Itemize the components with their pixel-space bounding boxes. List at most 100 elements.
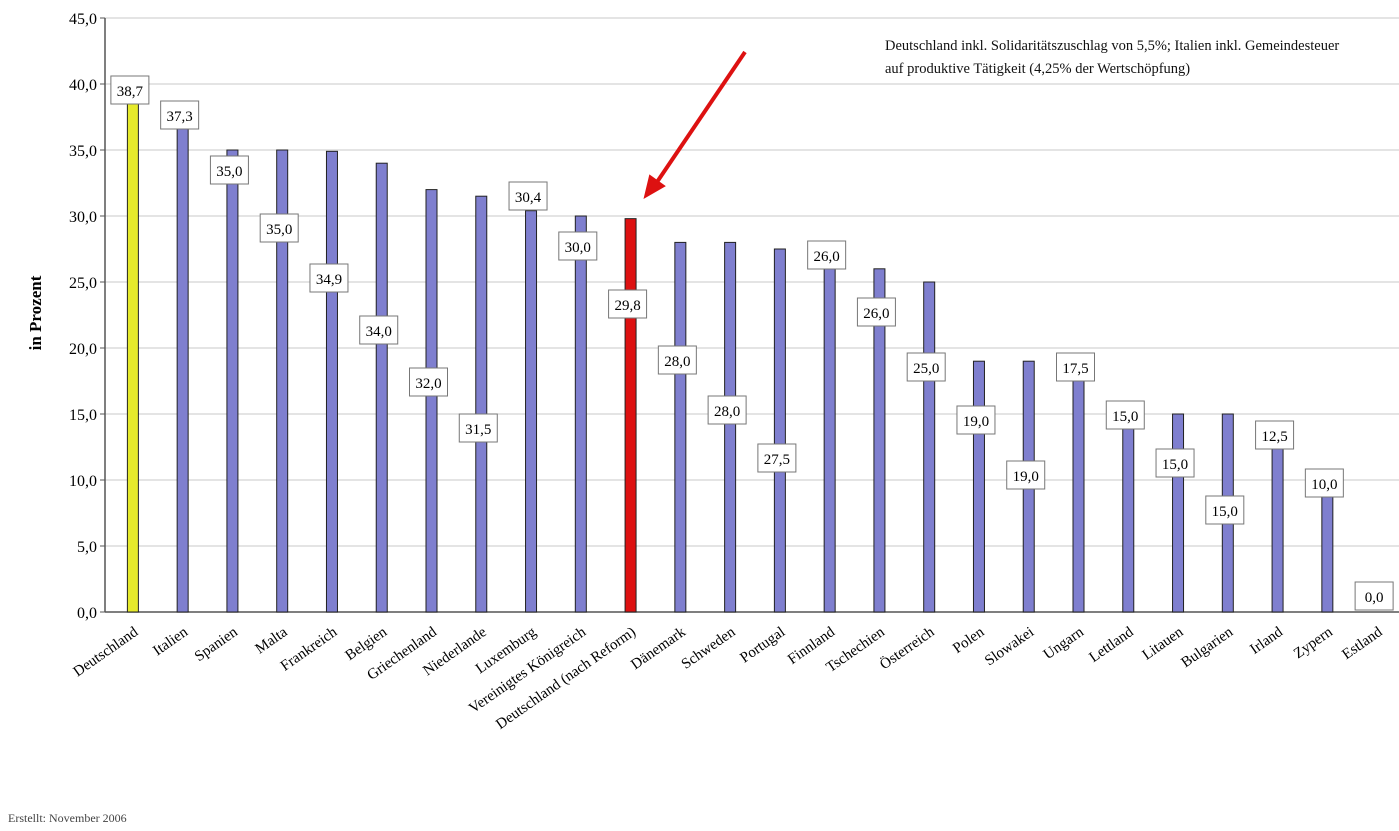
data-label: 27,5 — [757, 443, 797, 473]
data-label-text: 27,5 — [764, 452, 790, 468]
data-label-text: 26,0 — [863, 306, 889, 322]
data-label: 34,9 — [309, 263, 349, 293]
x-category-label: Estland — [1339, 624, 1385, 663]
bar — [923, 281, 936, 613]
data-label: 17,5 — [1056, 352, 1095, 382]
data-label-box — [956, 405, 996, 435]
data-label-text: 30,0 — [565, 240, 591, 256]
data-label-text: 15,0 — [1162, 457, 1188, 473]
bar — [425, 189, 438, 613]
bar — [276, 149, 289, 613]
data-label: 12,5 — [1255, 420, 1295, 450]
data-label-text: 35,0 — [266, 222, 292, 238]
data-label-box — [409, 367, 448, 397]
data-label-text: 15,0 — [1112, 409, 1138, 425]
data-label-box — [1056, 352, 1095, 382]
data-label: 32,0 — [409, 367, 448, 397]
y-tick-label: 0,0 — [77, 605, 97, 622]
y-tick-label: 15,0 — [69, 407, 97, 424]
data-label: 28,0 — [707, 395, 747, 425]
y-tick-label: 35,0 — [69, 143, 97, 160]
y-axis-label: in Prozent — [26, 275, 45, 350]
data-label-text: 31,5 — [465, 422, 491, 438]
data-label-box — [1205, 495, 1245, 525]
bar — [724, 241, 737, 613]
data-label-text: 0,0 — [1365, 590, 1384, 606]
chart-annotation: Deutschland inkl. Solidaritätszuschlag v… — [885, 38, 1340, 77]
data-label: 28,0 — [657, 345, 697, 375]
data-label-box — [209, 155, 249, 185]
x-category-label: Malta — [253, 624, 291, 657]
data-label-box — [1006, 460, 1046, 490]
bar — [823, 268, 836, 613]
bar — [1172, 413, 1185, 613]
data-label-box — [309, 263, 349, 293]
bar — [574, 215, 587, 613]
data-label: 34,0 — [359, 315, 399, 345]
data-label: 15,0 — [1105, 400, 1145, 430]
data-label: 26,0 — [856, 297, 896, 327]
data-label-box — [1105, 400, 1145, 430]
bars — [126, 100, 1334, 613]
data-label-text: 25,0 — [913, 361, 939, 377]
data-label-box — [458, 413, 498, 443]
data-label: 35,0 — [209, 155, 249, 185]
data-label: 26,0 — [807, 240, 847, 270]
bar — [1271, 446, 1284, 613]
bar — [126, 100, 139, 613]
data-labels: 38,7 37,3 35,0 35,0 34,9 34,0 32,0 31,5 30,4 30,0… — [110, 75, 1394, 611]
data-label-text: 12,5 — [1261, 429, 1287, 445]
data-label: 37,3 — [160, 100, 200, 130]
data-label: 30,4 — [508, 181, 548, 211]
data-label-text: 35,0 — [216, 164, 242, 180]
data-label-text: 19,0 — [1013, 469, 1039, 485]
bar — [1321, 479, 1334, 613]
x-category-label: Deutschland — [71, 624, 142, 680]
bar — [674, 241, 687, 613]
data-label-box — [757, 443, 797, 473]
x-category-label: Lettland — [1086, 624, 1137, 666]
x-category-label: Zypern — [1291, 624, 1336, 662]
y-tick-label: 40,0 — [69, 77, 97, 94]
data-label-text: 30,4 — [515, 190, 542, 206]
y-tick-label: 10,0 — [69, 473, 97, 490]
bar — [972, 360, 985, 613]
bar — [1122, 413, 1135, 613]
data-label-text: 28,0 — [714, 404, 740, 420]
data-label-box — [558, 231, 598, 261]
y-tick-label: 25,0 — [69, 275, 97, 292]
bar — [873, 268, 886, 613]
data-label-text: 15,0 — [1212, 504, 1238, 520]
data-label-box — [259, 213, 299, 243]
x-category-label: Portugal — [737, 624, 788, 666]
data-label-text: 19,0 — [963, 414, 989, 430]
data-label-text: 34,0 — [366, 324, 392, 340]
data-label-box — [1304, 468, 1344, 498]
data-label-text: 34,9 — [316, 272, 342, 288]
footer-note: Erstellt: November 2006 — [8, 811, 127, 825]
y-tick-label: 30,0 — [69, 209, 97, 226]
data-label: 19,0 — [1006, 460, 1046, 490]
data-label: 30,0 — [558, 231, 598, 261]
data-label-text: 37,3 — [167, 109, 193, 125]
bar — [176, 119, 189, 613]
x-category-label: Schweden — [679, 624, 739, 673]
data-label-box — [160, 100, 200, 130]
x-category-label: Italien — [150, 624, 191, 659]
data-label-box — [359, 315, 399, 345]
data-label-box — [508, 181, 548, 211]
x-category-label: Irland — [1247, 624, 1286, 658]
data-label: 15,0 — [1155, 448, 1195, 478]
data-label-text: 38,7 — [117, 84, 144, 100]
data-label: 0,0 — [1354, 581, 1394, 611]
arrow-annotation — [643, 50, 747, 200]
data-label-box — [906, 352, 946, 382]
y-tick-label: 20,0 — [69, 341, 97, 358]
data-label-box — [1155, 448, 1195, 478]
x-category-label: Frankreich — [278, 624, 341, 675]
data-label: 31,5 — [458, 413, 498, 443]
bar — [226, 149, 239, 613]
data-label-text: 29,8 — [614, 298, 640, 314]
bar — [1072, 380, 1085, 613]
y-tick-label: 45,0 — [69, 11, 97, 28]
